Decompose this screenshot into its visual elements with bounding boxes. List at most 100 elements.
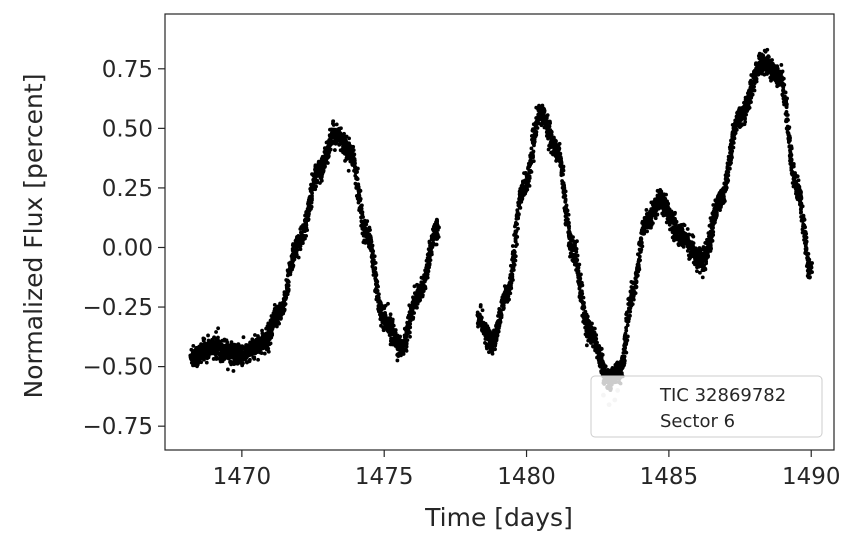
data-point bbox=[376, 297, 381, 302]
data-point bbox=[718, 205, 723, 209]
data-point bbox=[283, 297, 288, 302]
data-point bbox=[404, 344, 409, 349]
data-point bbox=[520, 196, 525, 201]
data-point bbox=[358, 188, 363, 193]
data-point bbox=[651, 221, 655, 226]
data-point bbox=[535, 126, 540, 130]
data-point bbox=[637, 257, 642, 262]
data-point bbox=[531, 150, 535, 155]
data-point bbox=[430, 245, 435, 250]
data-point bbox=[368, 228, 372, 232]
data-point bbox=[319, 178, 324, 183]
data-point bbox=[494, 338, 499, 343]
data-point bbox=[577, 286, 582, 291]
data-point bbox=[496, 329, 501, 334]
data-point bbox=[565, 208, 570, 213]
data-point bbox=[315, 178, 320, 183]
data-point bbox=[508, 286, 513, 291]
data-point bbox=[571, 235, 575, 239]
data-point bbox=[259, 351, 264, 355]
data-point bbox=[216, 326, 221, 331]
data-point bbox=[732, 136, 737, 141]
data-point bbox=[414, 305, 419, 310]
data-point bbox=[391, 323, 396, 328]
data-point bbox=[310, 191, 314, 195]
data-point bbox=[374, 281, 379, 286]
data-point bbox=[283, 302, 288, 306]
data-point bbox=[346, 168, 351, 173]
data-point bbox=[435, 228, 440, 232]
data-point bbox=[558, 155, 563, 159]
data-point bbox=[358, 204, 363, 209]
data-point bbox=[674, 219, 679, 224]
data-point bbox=[703, 266, 708, 271]
data-point bbox=[204, 360, 209, 365]
data-point bbox=[266, 349, 271, 354]
data-point bbox=[365, 219, 370, 224]
data-point bbox=[743, 117, 747, 121]
data-point bbox=[298, 247, 303, 252]
data-point bbox=[277, 321, 281, 326]
data-point bbox=[262, 351, 267, 356]
scatter-layer bbox=[188, 47, 814, 392]
data-point bbox=[417, 299, 422, 303]
data-point bbox=[374, 272, 379, 277]
data-point bbox=[390, 317, 395, 322]
data-point bbox=[352, 157, 357, 161]
data-point bbox=[579, 272, 583, 277]
data-point bbox=[355, 177, 359, 182]
data-point bbox=[355, 170, 359, 174]
data-point bbox=[599, 346, 604, 351]
data-point bbox=[490, 350, 494, 355]
data-point bbox=[383, 313, 388, 318]
data-point bbox=[574, 247, 579, 251]
data-point bbox=[535, 119, 540, 123]
data-point bbox=[497, 326, 501, 331]
data-point bbox=[750, 92, 755, 97]
data-point bbox=[766, 54, 771, 59]
data-point bbox=[199, 360, 204, 365]
data-point bbox=[515, 222, 519, 227]
data-point bbox=[631, 297, 636, 302]
data-point bbox=[325, 161, 330, 165]
data-point bbox=[527, 179, 531, 183]
data-point bbox=[623, 346, 628, 350]
data-point bbox=[408, 322, 413, 326]
data-point bbox=[603, 364, 608, 369]
data-point bbox=[513, 258, 518, 263]
data-point bbox=[357, 197, 361, 202]
data-point bbox=[426, 265, 431, 270]
data-point bbox=[342, 131, 346, 136]
data-point bbox=[703, 258, 708, 263]
data-point bbox=[548, 119, 552, 124]
data-point bbox=[706, 253, 710, 258]
data-point bbox=[639, 247, 644, 252]
data-point bbox=[630, 302, 635, 307]
data-point bbox=[700, 275, 705, 280]
data-point bbox=[710, 238, 715, 243]
data-point bbox=[624, 350, 629, 355]
data-point bbox=[240, 363, 245, 368]
data-point bbox=[582, 300, 586, 305]
data-point bbox=[247, 359, 252, 364]
data-point bbox=[744, 112, 749, 117]
data-point bbox=[253, 333, 257, 337]
data-point bbox=[241, 335, 246, 340]
data-point bbox=[266, 346, 271, 351]
data-point bbox=[291, 263, 296, 268]
data-point bbox=[371, 262, 376, 266]
data-point bbox=[408, 325, 413, 330]
data-point bbox=[561, 185, 566, 190]
data-point bbox=[508, 280, 512, 284]
data-point bbox=[724, 185, 729, 190]
data-point bbox=[516, 213, 521, 218]
data-point bbox=[584, 343, 589, 348]
data-point bbox=[513, 233, 518, 238]
data-point bbox=[379, 303, 384, 308]
data-point bbox=[666, 201, 671, 206]
data-point bbox=[563, 189, 568, 194]
data-point bbox=[270, 333, 275, 338]
data-point bbox=[231, 369, 236, 373]
data-point bbox=[298, 244, 303, 249]
data-point bbox=[282, 308, 287, 313]
